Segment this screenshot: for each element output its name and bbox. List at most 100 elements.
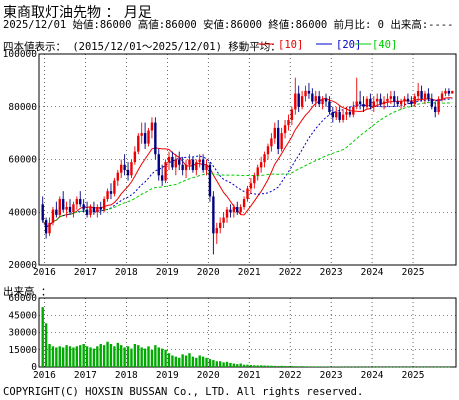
- candle: [321, 96, 324, 110]
- volume-bar: [430, 366, 434, 368]
- candle: [201, 154, 205, 173]
- candle: [113, 177, 116, 197]
- candle-body: [102, 199, 106, 210]
- candle: [253, 172, 256, 189]
- candle-body: [218, 222, 222, 229]
- candle-body: [147, 130, 150, 144]
- candle-body: [430, 98, 434, 107]
- volume-bar: [399, 366, 403, 368]
- candle-body: [416, 90, 420, 97]
- candle-body: [283, 125, 287, 134]
- volume-bar: [447, 366, 451, 368]
- candle: [188, 154, 191, 171]
- candle: [191, 156, 195, 173]
- candle: [451, 90, 454, 94]
- volume-bar: [423, 366, 427, 368]
- volume-bar: [396, 366, 399, 368]
- candle-body: [328, 101, 331, 113]
- candle-body: [423, 93, 427, 99]
- volume-bar: [160, 348, 164, 367]
- candle-body: [232, 206, 236, 213]
- price-ytick-1: 40000: [8, 207, 37, 218]
- candle: [154, 117, 157, 160]
- candle-body: [304, 90, 307, 97]
- candle-body: [160, 175, 164, 181]
- volume-bar: [229, 362, 232, 367]
- candle-body: [270, 138, 273, 147]
- volume-bar: [300, 366, 304, 367]
- price-xtick-3: 2019: [156, 267, 179, 278]
- candle: [335, 106, 338, 120]
- volume-bar: [317, 366, 321, 367]
- candle: [102, 196, 106, 213]
- candle: [283, 119, 287, 139]
- volume-bar: [420, 366, 423, 368]
- candle: [355, 77, 358, 110]
- candle-body: [48, 222, 51, 234]
- candle-body: [434, 106, 437, 113]
- volume-bar: [137, 345, 140, 367]
- ohlc-info-line: 2025/12/01 始値:86000 高値:86000 安値:86000 終値…: [3, 19, 454, 31]
- volume-bar: [109, 344, 113, 367]
- candle-body: [44, 220, 48, 234]
- volume-xtick-9: 2025: [402, 370, 425, 381]
- volume-xtick-1: 2017: [74, 370, 97, 381]
- volume-bar: [379, 366, 382, 368]
- volume-bar: [372, 366, 375, 368]
- candle-body: [314, 96, 317, 102]
- candle-body: [140, 133, 143, 136]
- volume-bar: [307, 366, 311, 367]
- volume-bar: [212, 360, 215, 367]
- candle: [160, 164, 164, 186]
- candle-body: [96, 206, 99, 213]
- volume-ytick-3: 45000: [8, 310, 37, 321]
- volume-bar: [413, 366, 416, 368]
- candle-body: [307, 90, 311, 94]
- volume-bar: [427, 366, 430, 368]
- volume-bar: [75, 346, 79, 367]
- volume-bar: [191, 356, 195, 367]
- candle: [96, 204, 99, 218]
- candle-body: [335, 112, 338, 118]
- legend-label-1: [20]: [336, 39, 361, 51]
- volume-bar: [113, 346, 116, 367]
- candle: [352, 101, 355, 118]
- price-xtick-5: 2021: [238, 267, 261, 278]
- volume-bar: [266, 365, 270, 367]
- volume-bar: [341, 366, 345, 368]
- candle: [242, 196, 246, 210]
- candle: [447, 88, 451, 97]
- candle-body: [130, 162, 133, 176]
- volume-bar: [82, 344, 85, 367]
- candle: [266, 143, 270, 160]
- candle: [382, 96, 386, 110]
- volume-bar: [195, 357, 198, 367]
- candle-body: [437, 98, 440, 113]
- candle: [440, 90, 444, 102]
- candle: [205, 159, 208, 176]
- volume-bar: [232, 363, 236, 367]
- candle-body: [317, 96, 321, 105]
- candle: [72, 201, 75, 218]
- volume-bar: [314, 366, 317, 368]
- candle-body: [348, 112, 352, 115]
- candle-body: [420, 90, 423, 99]
- volume-bar: [389, 366, 393, 368]
- candle-body: [106, 191, 109, 200]
- candle: [307, 83, 311, 99]
- candle: [44, 217, 48, 239]
- candle: [212, 191, 215, 255]
- volume-bar: [410, 366, 413, 368]
- candle: [393, 90, 396, 107]
- candle-body: [236, 206, 239, 213]
- volume-xtick-0: 2016: [33, 370, 56, 381]
- candle-body: [41, 204, 44, 221]
- candle: [181, 156, 184, 176]
- candle: [164, 159, 167, 184]
- candle: [386, 93, 389, 107]
- candle-body: [109, 191, 113, 194]
- candle-body: [376, 98, 379, 102]
- volume-bar: [85, 346, 89, 367]
- price-ytick-0: 20000: [8, 260, 37, 271]
- volume-bar: [416, 366, 420, 368]
